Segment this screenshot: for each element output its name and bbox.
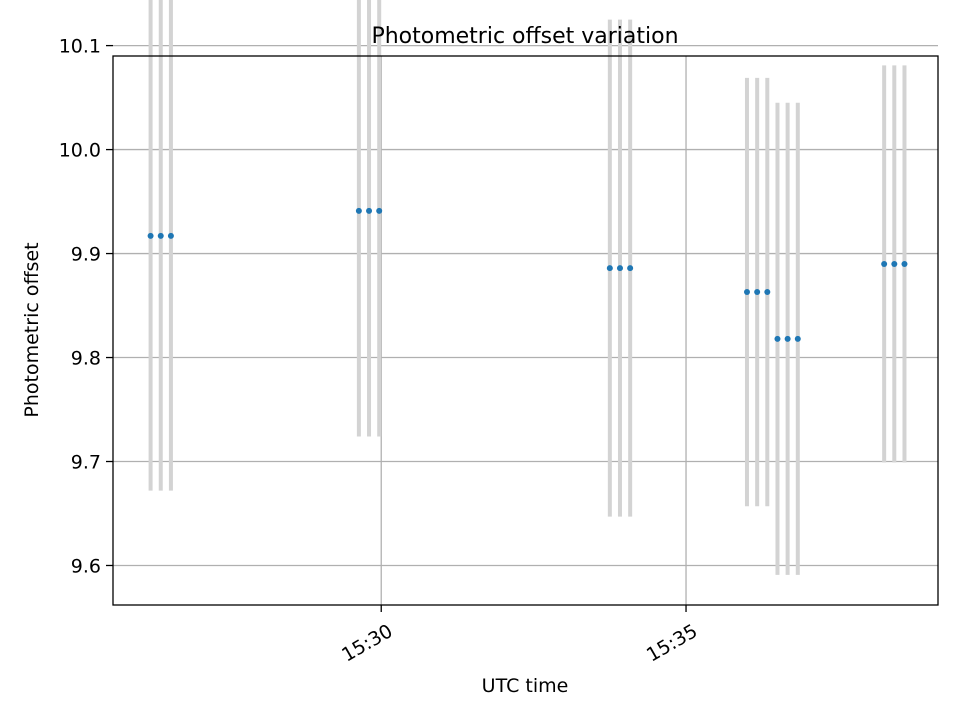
data-point bbox=[881, 260, 888, 267]
y-tick-label: 10.0 bbox=[59, 140, 101, 162]
data-point bbox=[147, 232, 154, 239]
data-point bbox=[616, 265, 623, 272]
data-point bbox=[606, 265, 613, 272]
grid bbox=[113, 44, 938, 605]
y-tick-label: 9.8 bbox=[71, 348, 101, 370]
data-points bbox=[147, 207, 908, 342]
data-point bbox=[627, 265, 634, 272]
y-tick-label: 9.9 bbox=[71, 244, 101, 266]
data-point bbox=[366, 207, 373, 214]
chart-title: Photometric offset variation bbox=[371, 24, 678, 49]
data-point bbox=[355, 207, 362, 214]
data-point bbox=[376, 207, 383, 214]
data-point bbox=[891, 260, 898, 267]
plot-frame bbox=[112, 55, 939, 606]
data-point bbox=[764, 289, 771, 296]
data-point bbox=[754, 289, 761, 296]
data-point bbox=[157, 232, 164, 239]
y-tick-label: 9.6 bbox=[71, 555, 101, 577]
y-axis-ticks: 9.6 9.7 9.8 9.9 10.0 10.1 bbox=[59, 36, 113, 577]
y-tick-label: 9.7 bbox=[71, 452, 101, 474]
y-axis-label: Photometric offset bbox=[21, 242, 43, 417]
y-tick-label: 10.1 bbox=[59, 36, 101, 58]
data-point bbox=[774, 335, 781, 342]
x-axis-label: UTC time bbox=[482, 675, 569, 697]
data-point bbox=[794, 335, 801, 342]
data-point bbox=[901, 260, 908, 267]
data-point bbox=[743, 289, 750, 296]
data-point bbox=[167, 232, 174, 239]
data-point bbox=[784, 335, 791, 342]
